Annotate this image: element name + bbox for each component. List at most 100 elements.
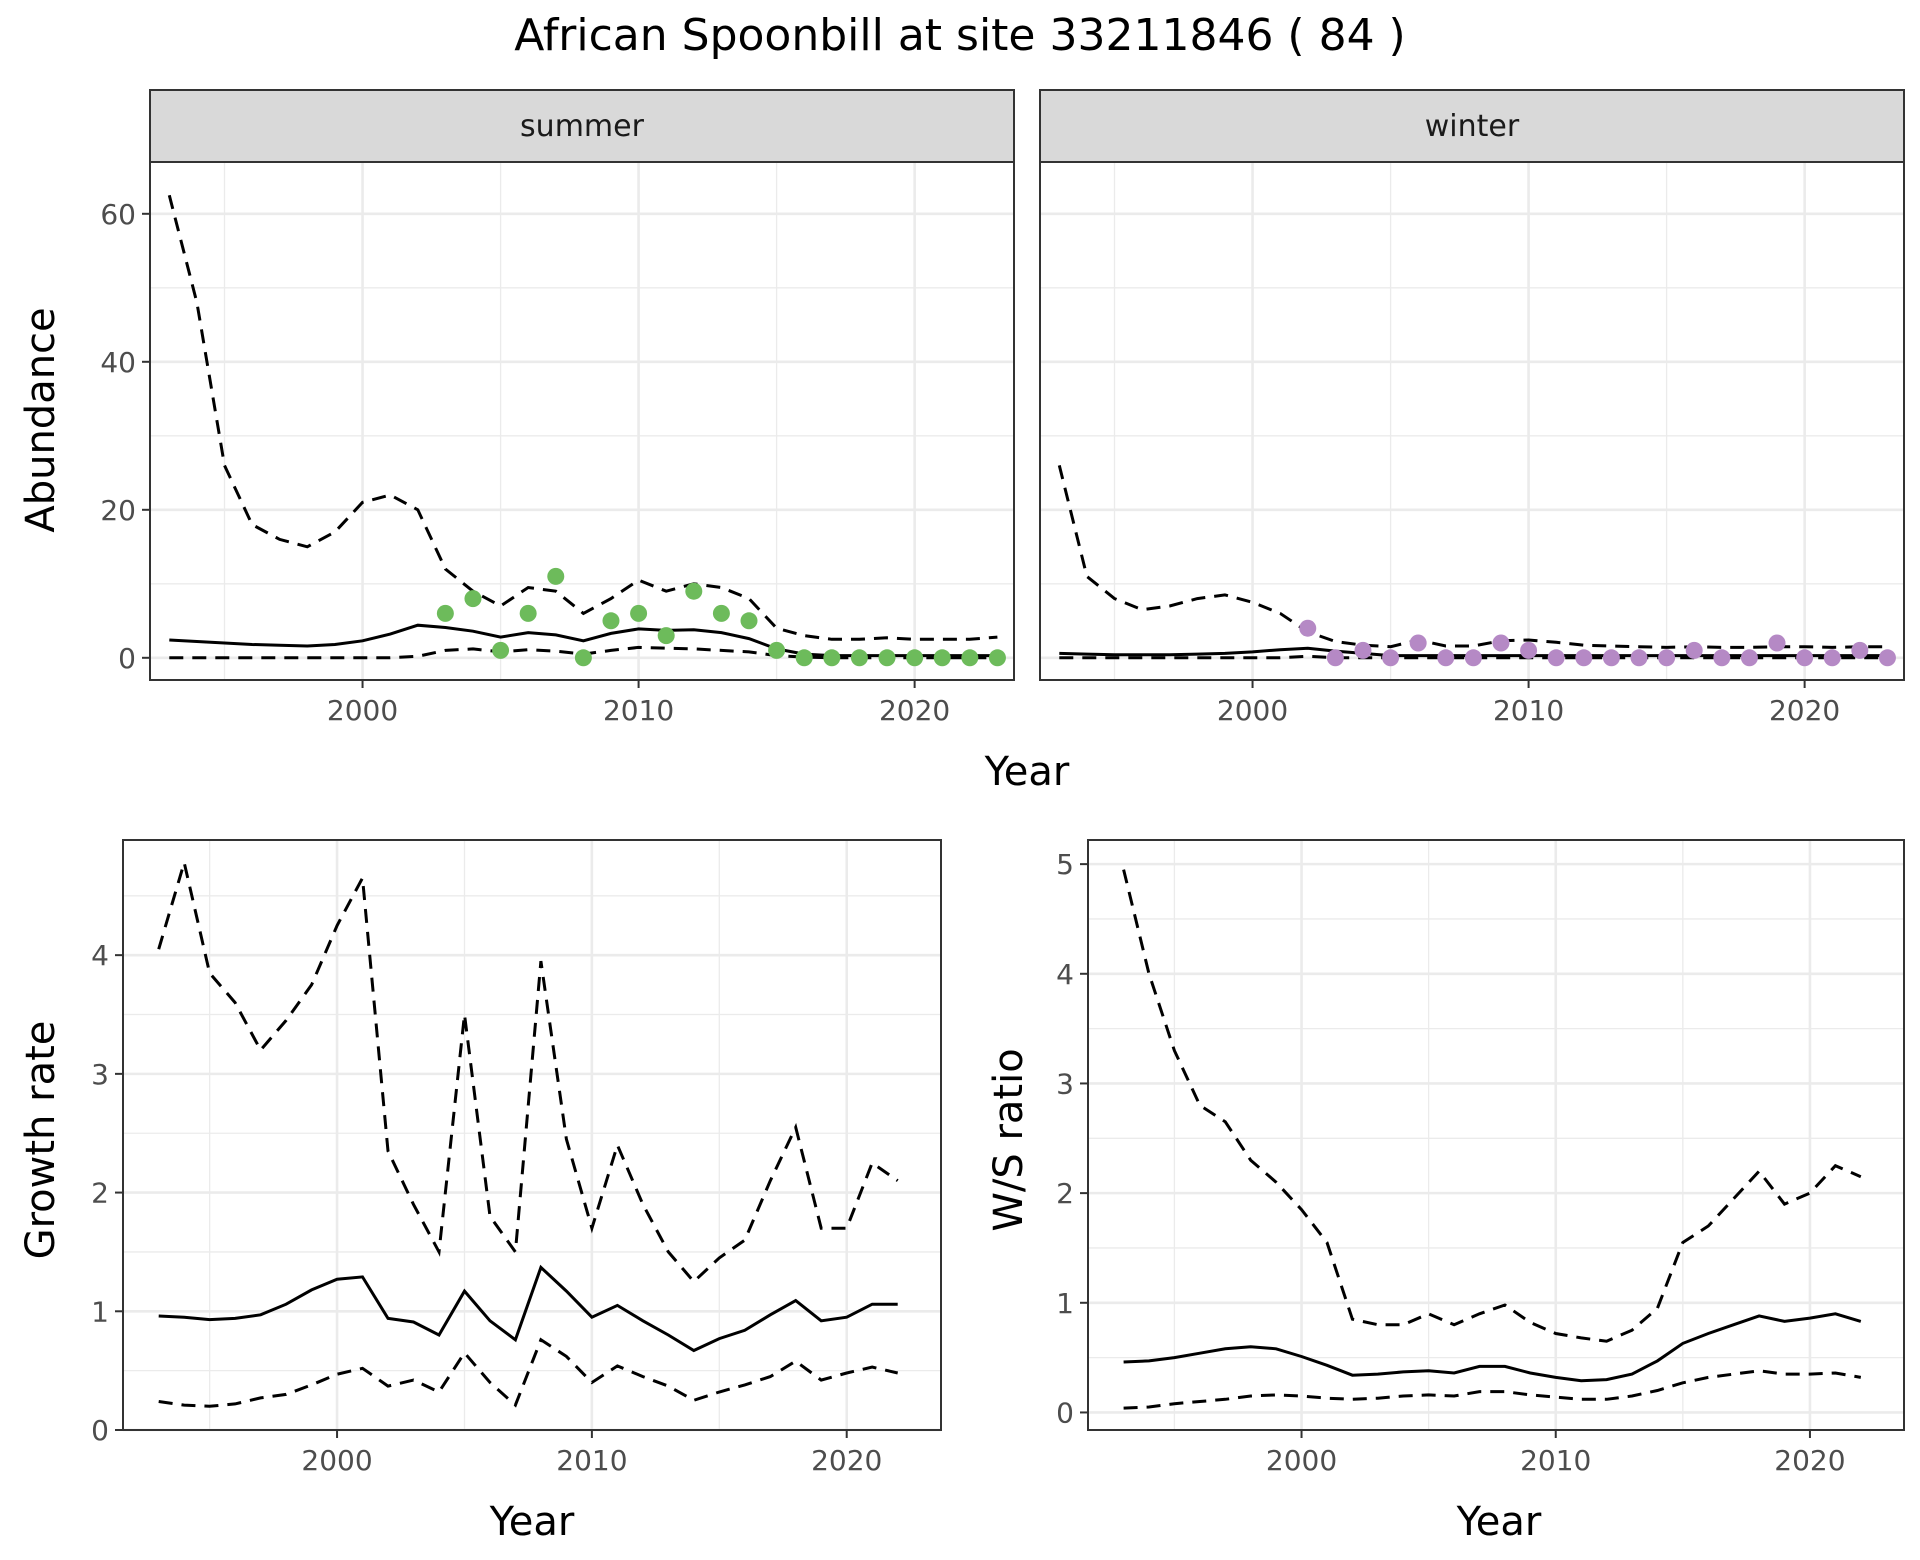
panel-summer: summer 2000 2010 2020 0 20 40 60 Abundance [18, 89, 1015, 727]
plot-area-summer: 2000 2010 2020 0 20 40 60 [100, 161, 1015, 727]
data-point-summer [547, 567, 565, 585]
data-point-summer [519, 604, 537, 622]
x-tick-label: 2020 [879, 694, 950, 727]
panel-ws-ratio: 2000 2010 2020 0 1 2 3 4 5 W/S ratio Year [986, 839, 1905, 1545]
y-tick-label: 4 [1056, 958, 1074, 991]
y-tick-label: 3 [1056, 1067, 1074, 1100]
panel-border-ws_ratio [1087, 839, 1905, 1431]
plot-area-ws-ratio: 2000 2010 2020 0 1 2 3 4 5 [1056, 839, 1905, 1477]
y-axis-title-abundance: Abundance [18, 307, 64, 532]
y-tick-label: 3 [91, 1058, 109, 1091]
data-point-winter [1437, 649, 1455, 667]
data-point-summer [878, 649, 896, 667]
data-point-summer [436, 604, 454, 622]
data-point-summer [933, 649, 951, 667]
data-point-winter [1492, 634, 1510, 652]
data-point-winter [1520, 641, 1538, 659]
x-axis-title-top: Year [984, 749, 1070, 795]
x-tick-label: 2000 [1266, 1444, 1337, 1477]
data-point-winter [1740, 649, 1758, 667]
data-point-summer [630, 604, 648, 622]
y-tick-label: 0 [1056, 1396, 1074, 1429]
x-tick-label: 2000 [1217, 694, 1288, 727]
data-point-summer [657, 627, 675, 645]
data-point-summer [685, 582, 703, 600]
x-tick-label: 2010 [1520, 1444, 1591, 1477]
y-tick-label: 0 [118, 642, 136, 675]
panel-winter: winter 2000 2010 2020 [1039, 89, 1905, 727]
data-point-winter [1713, 649, 1731, 667]
data-point-summer [850, 649, 868, 667]
data-point-winter [1630, 649, 1648, 667]
y-tick-label: 5 [1056, 848, 1074, 881]
data-point-winter [1575, 649, 1593, 667]
y-tick-label: 20 [100, 494, 136, 527]
data-point-summer [961, 649, 979, 667]
series-line-lower-ws_ratio [1123, 1369, 1862, 1410]
y-tick-label: 4 [91, 939, 109, 972]
data-point-winter [1354, 641, 1372, 659]
data-point-summer [740, 612, 758, 630]
x-tick-label: 2020 [811, 1444, 882, 1477]
grid-summer [150, 162, 1014, 680]
data-point-winter [1547, 649, 1565, 667]
data-point-winter [1602, 649, 1620, 667]
panel-border-winter [1039, 161, 1905, 681]
x-axis-title-growth-rate: Year [489, 1499, 575, 1545]
x-tick-label: 2010 [556, 1444, 627, 1477]
series-line-upper-growth [157, 856, 899, 1284]
y-tick-label: 60 [100, 198, 136, 231]
data-point-winter [1851, 641, 1869, 659]
series-line-estimate-growth [158, 1264, 898, 1353]
data-point-winter [1464, 649, 1482, 667]
data-point-summer [906, 649, 924, 667]
data-point-summer [988, 649, 1006, 667]
data-point-summer [574, 649, 592, 667]
strip-label-winter: winter [1425, 109, 1520, 144]
panel-border-growth [122, 839, 942, 1431]
y-tick-label: 40 [100, 346, 136, 379]
panel-border-summer [149, 161, 1015, 681]
chart-title: African Spoonbill at site 33211846 ( 84 … [514, 10, 1405, 61]
series-line-upper-winter [1057, 465, 1888, 649]
strip-label-summer: summer [520, 109, 645, 144]
data-point-winter [1878, 649, 1896, 667]
y-tick-label: 2 [91, 1177, 109, 1210]
y-tick-label: 1 [1056, 1287, 1074, 1320]
data-point-summer [464, 590, 482, 608]
data-point-summer [492, 641, 510, 659]
plot-area-winter: 2000 2010 2020 [1039, 161, 1905, 727]
y-tick-label: 0 [91, 1414, 109, 1447]
grid-winter [1040, 162, 1904, 680]
x-tick-label: 2010 [1493, 694, 1564, 727]
x-tick-label: 2000 [327, 694, 398, 727]
grid-ws_ratio [1088, 840, 1904, 1430]
data-point-summer [712, 604, 730, 622]
data-point-winter [1409, 634, 1427, 652]
plot-area-growth-rate: 2000 2010 2020 0 1 2 3 4 [91, 839, 942, 1477]
data-point-winter [1658, 649, 1676, 667]
series-line-lower-growth [158, 1337, 899, 1408]
y-axis-title-growth-rate: Growth rate [18, 1021, 64, 1260]
data-point-summer [823, 649, 841, 667]
grid-growth [123, 840, 941, 1432]
data-point-winter [1823, 649, 1841, 667]
x-tick-label: 2020 [1774, 1444, 1845, 1477]
data-point-summer [602, 612, 620, 630]
x-axis-title-ws-ratio: Year [1456, 1499, 1542, 1545]
panel-growth-rate: 2000 2010 2020 0 1 2 3 4 Growth rate Year [18, 839, 942, 1545]
x-tick-label: 2000 [301, 1444, 372, 1477]
x-tick-label: 2020 [1769, 694, 1840, 727]
y-tick-label: 2 [1056, 1177, 1074, 1210]
data-point-winter [1796, 649, 1814, 667]
data-point-winter [1768, 634, 1786, 652]
data-point-winter [1685, 641, 1703, 659]
strip-summer [149, 89, 1015, 163]
data-point-winter [1382, 649, 1400, 667]
data-point-summer [768, 641, 786, 659]
x-tick-label: 2010 [603, 694, 674, 727]
y-axis-title-ws-ratio: W/S ratio [986, 1048, 1032, 1231]
data-point-winter [1299, 619, 1317, 637]
data-point-summer [795, 649, 813, 667]
